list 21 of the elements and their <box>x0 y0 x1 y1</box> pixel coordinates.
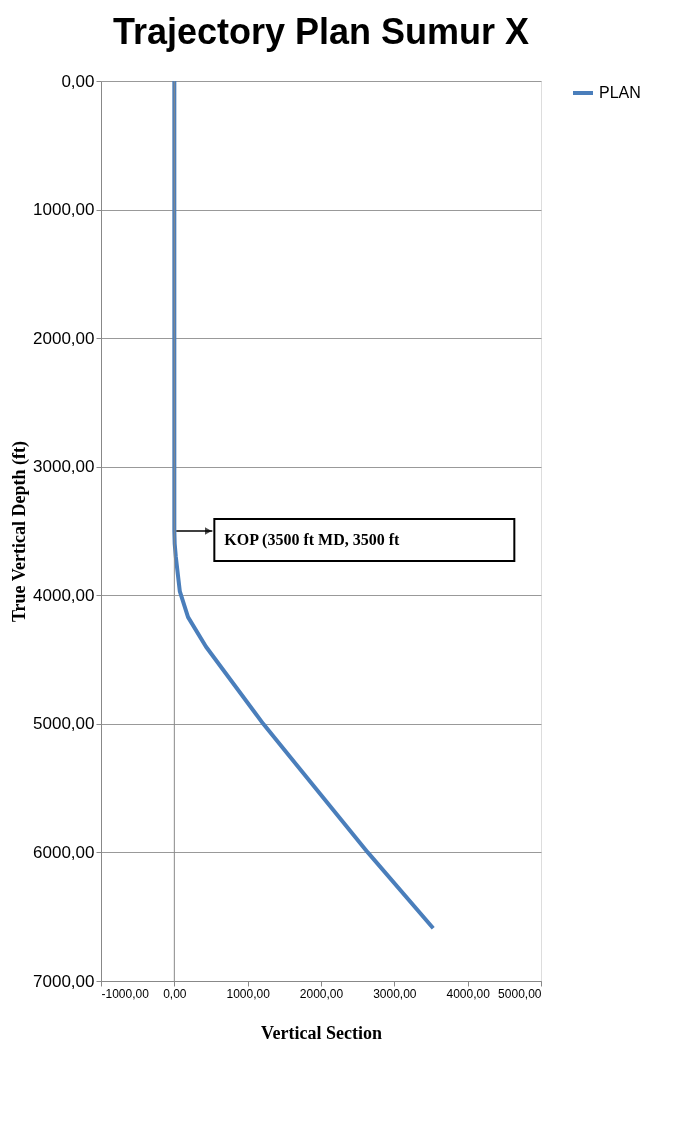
x-tick-label: 4000,00 <box>446 986 491 1001</box>
annotation: KOP (3500 ft MD, 3500 ft <box>224 531 401 549</box>
y-tick-label: 0,00 <box>61 71 95 91</box>
line-series <box>172 79 436 931</box>
y-tick-label: 7000,00 <box>33 971 95 991</box>
legend-label: PLAN <box>599 84 641 101</box>
chart-title: Trajectory Plan Sumur X <box>112 11 530 52</box>
y-tick-label: 4000,00 <box>33 585 95 605</box>
y-tick-label: 6000,00 <box>33 842 95 862</box>
x-tick-label: -1000,00 <box>101 986 150 1001</box>
y-tick-label: 5000,00 <box>33 714 95 734</box>
y-tick-label: 3000,00 <box>33 457 95 477</box>
x-tick-label: 5000,00 <box>498 986 542 1001</box>
y-tick-label: 1000,00 <box>33 200 95 220</box>
x-tick-label: 2000,00 <box>299 986 344 1001</box>
y-axis-title: True Vertical Depth (ft) <box>9 440 31 623</box>
y-tick-label: 2000,00 <box>33 328 95 348</box>
x-axis-title: Vertical Section <box>261 1022 382 1043</box>
x-tick-label: 0,00 <box>163 986 187 1001</box>
x-tick-label: 3000,00 <box>373 986 417 1001</box>
x-tick-label: 1000,00 <box>226 986 271 1001</box>
